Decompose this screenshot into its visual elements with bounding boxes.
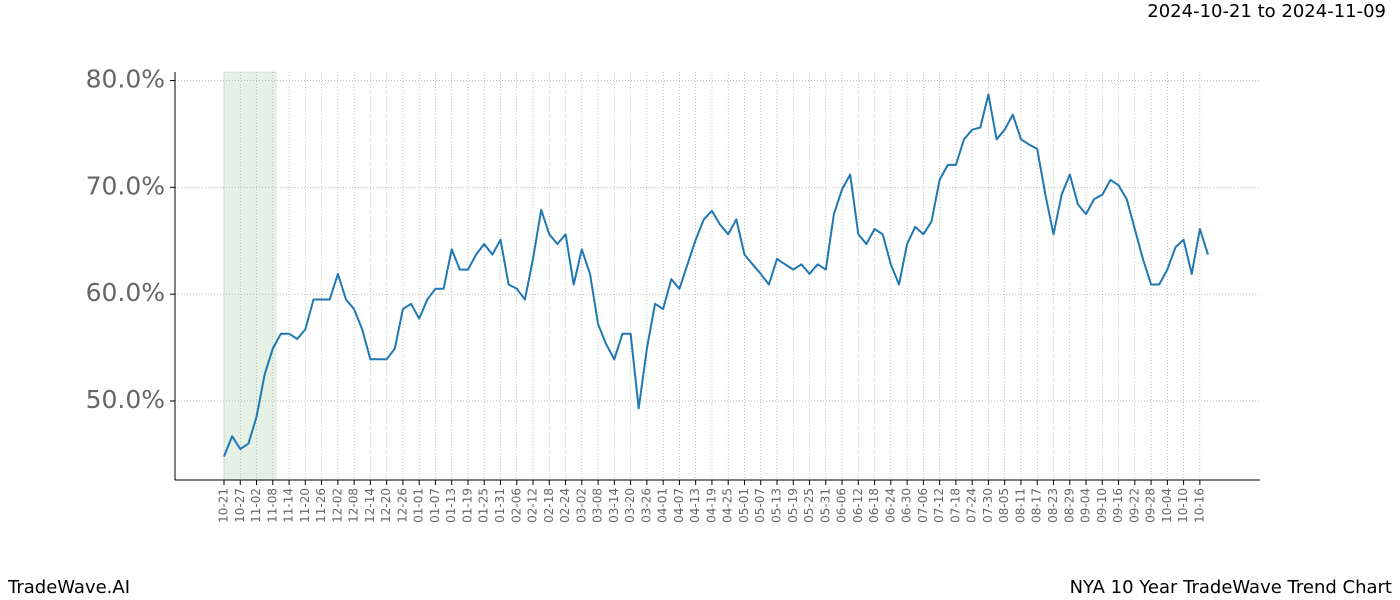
x-tick-label: 09-04	[1079, 488, 1093, 523]
x-tick-label: 01-19	[460, 488, 474, 523]
x-tick-label: 02-18	[542, 488, 556, 523]
x-tick-label: 09-28	[1144, 488, 1158, 523]
x-tick-label: 12-26	[395, 488, 409, 523]
x-tick-label: 05-19	[786, 488, 800, 523]
x-tick-label: 07-18	[948, 488, 962, 523]
x-tick-label: 01-31	[493, 488, 507, 523]
x-tick-label: 10-21	[217, 488, 231, 523]
x-tick-label: 11-20	[298, 488, 312, 523]
x-tick-label: 03-14	[607, 488, 621, 523]
x-tick-label: 10-27	[233, 488, 247, 523]
x-tick-label: 08-05	[997, 488, 1011, 523]
x-tick-label: 06-06	[835, 488, 849, 523]
x-tick-label: 10-04	[1160, 488, 1174, 523]
x-tick-label: 03-02	[574, 488, 588, 523]
x-tick-label: 04-07	[672, 488, 686, 523]
x-tick-label: 07-24	[965, 488, 979, 523]
x-tick-label: 07-30	[981, 488, 995, 523]
y-tick-label: 70.0%	[86, 171, 165, 200]
x-tick-label: 04-25	[721, 488, 735, 523]
x-tick-label: 04-19	[704, 488, 718, 523]
chart-title: NYA 10 Year TradeWave Trend Chart	[1070, 577, 1392, 598]
x-tick-label: 10-10	[1176, 488, 1190, 523]
x-tick-label: 02-24	[558, 488, 572, 523]
x-tick-label: 02-12	[526, 488, 540, 523]
highlight-window	[223, 71, 277, 481]
x-tick-label: 08-17	[1030, 488, 1044, 523]
y-tick-label: 50.0%	[86, 385, 165, 414]
x-tick-label: 12-02	[330, 488, 344, 523]
x-tick-label: 11-02	[249, 488, 263, 523]
x-tick-label: 05-01	[737, 488, 751, 523]
x-tick-label: 11-08	[265, 488, 279, 523]
x-tick-label: 04-01	[656, 488, 670, 523]
x-tick-label: 03-20	[623, 488, 637, 523]
x-tick-label: 12-08	[347, 488, 361, 523]
x-tick-label: 05-25	[802, 488, 816, 523]
x-tick-label: 02-06	[509, 488, 523, 523]
x-tick-label: 01-25	[477, 488, 491, 523]
x-tick-label: 12-14	[363, 488, 377, 523]
x-tick-label: 08-23	[1046, 488, 1060, 523]
x-tick-label: 05-13	[769, 488, 783, 523]
x-tick-label: 05-07	[753, 488, 767, 523]
x-tick-label: 03-26	[639, 488, 653, 523]
x-tick-label: 04-13	[688, 488, 702, 523]
x-tick-label: 06-24	[883, 488, 897, 523]
x-tick-label: 06-12	[851, 488, 865, 523]
y-tick-label: 80.0%	[86, 65, 165, 94]
x-tick-label: 09-10	[1095, 488, 1109, 523]
x-tick-label: 05-31	[818, 488, 832, 523]
y-tick-label: 60.0%	[86, 278, 165, 307]
x-tick-label: 03-08	[591, 488, 605, 523]
x-tick-label: 01-13	[444, 488, 458, 523]
brand: TradeWave.AI	[7, 577, 130, 598]
x-tick-label: 01-07	[428, 488, 442, 523]
x-tick-label: 06-30	[900, 488, 914, 523]
x-tick-label: 06-18	[867, 488, 881, 523]
x-tick-label: 08-11	[1013, 488, 1027, 523]
x-tick-label: 08-29	[1062, 488, 1076, 523]
x-tick-label: 11-14	[282, 488, 296, 523]
x-tick-label: 01-01	[412, 488, 426, 523]
x-tick-label: 07-12	[932, 488, 946, 523]
x-tick-label: 09-16	[1111, 488, 1125, 523]
trend-line	[223, 93, 1209, 457]
x-tick-label: 10-16	[1192, 488, 1206, 523]
chart-subtitle: 2024-10-21 to 2024-11-09	[1147, 1, 1386, 22]
x-tick-label: 11-26	[314, 488, 328, 523]
x-tick-label: 12-20	[379, 488, 393, 523]
x-tick-label: 07-06	[916, 488, 930, 523]
x-tick-label: 09-22	[1127, 488, 1141, 523]
